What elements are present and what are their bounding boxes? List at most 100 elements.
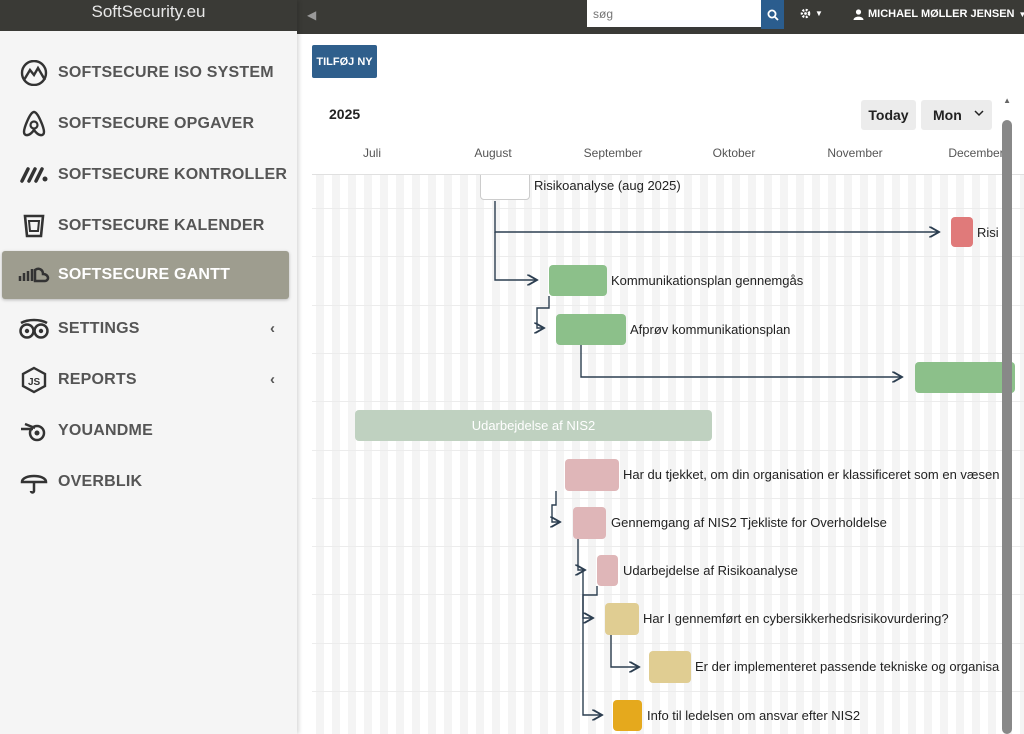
gantt-header: 2025 Today Mon Juli August September Okt… bbox=[312, 92, 1024, 175]
sidebar-item-label: SOFTSECURE OPGAVER bbox=[58, 115, 255, 132]
task-label: Kommunikationsplan gennemgås bbox=[611, 273, 804, 288]
grid-column bbox=[540, 175, 548, 734]
task-label: Info til ledelsen om ansvar efter NIS2 bbox=[647, 708, 861, 723]
task-label: Gennemgang af NIS2 Tjekliste for Overhol… bbox=[611, 515, 887, 530]
airbnb-icon bbox=[18, 110, 50, 138]
task-label: Risi bbox=[977, 225, 999, 240]
grid-row bbox=[312, 401, 1024, 402]
grid-column bbox=[684, 175, 692, 734]
grid-row bbox=[312, 594, 1024, 595]
sidebar-item-opgaver[interactable]: SOFTSECURE OPGAVER bbox=[2, 100, 289, 148]
sidebar-item-overblik[interactable]: OVERBLIK bbox=[2, 458, 289, 506]
grid-row bbox=[312, 208, 1024, 209]
dependency-arrows bbox=[494, 201, 1024, 734]
month-label: December bbox=[948, 146, 1004, 160]
month-label: August bbox=[474, 146, 512, 160]
grid-column bbox=[796, 175, 804, 734]
caret-down-icon: ▼ bbox=[1018, 9, 1024, 19]
add-new-button[interactable]: TILFØJ NY bbox=[312, 45, 377, 78]
today-button[interactable]: Today bbox=[861, 100, 916, 130]
vertical-scrollbar[interactable] bbox=[1002, 120, 1012, 734]
project-bar[interactable]: Udarbejdelse af NIS2 bbox=[355, 410, 712, 441]
grid-column bbox=[780, 175, 788, 734]
grid-column bbox=[1020, 175, 1024, 734]
top-bar: ◀ ▼ MICHAEL MØLLER JENSEN ▼ bbox=[297, 0, 1024, 34]
task-label: Risikoanalyse (aug 2025) bbox=[534, 178, 681, 193]
sidebar-item-settings[interactable]: SETTINGS ‹ bbox=[2, 305, 289, 353]
sidebar-item-reports[interactable]: JS REPORTS ‹ bbox=[2, 356, 289, 404]
sidebar-item-iso-system[interactable]: SOFTSECURE ISO SYSTEM bbox=[2, 49, 289, 97]
scroll-up-arrow[interactable]: ▲ bbox=[1003, 96, 1011, 105]
collapse-sidebar-icon[interactable]: ◀ bbox=[307, 8, 317, 22]
grid-row bbox=[312, 256, 1024, 257]
year-label: 2025 bbox=[329, 106, 361, 122]
month-label: November bbox=[827, 146, 883, 160]
sidebar-item-label: SOFTSECURE KONTROLLER bbox=[58, 166, 288, 183]
sidebar-item-kalender[interactable]: SOFTSECURE KALENDER bbox=[2, 202, 289, 250]
grid-column bbox=[380, 175, 388, 734]
month-label: Juli bbox=[362, 146, 382, 160]
grid-column bbox=[716, 175, 724, 734]
grid-column bbox=[396, 175, 404, 734]
sidebar-item-kontroller[interactable]: SOFTSECURE KONTROLLER bbox=[2, 151, 289, 199]
caret-down-icon: ▼ bbox=[815, 9, 823, 18]
grid-column bbox=[844, 175, 852, 734]
grid-column bbox=[700, 175, 708, 734]
task-bar[interactable] bbox=[549, 265, 607, 296]
grid-column bbox=[460, 175, 468, 734]
grid-column bbox=[732, 175, 740, 734]
sidebar-item-label: OVERBLIK bbox=[58, 473, 143, 490]
settings-dropdown[interactable]: ▼ bbox=[799, 7, 823, 20]
search-input[interactable] bbox=[587, 0, 761, 27]
task-bar[interactable] bbox=[573, 507, 606, 539]
user-menu[interactable]: MICHAEL MØLLER JENSEN ▼ bbox=[853, 8, 1024, 20]
nodejs-icon: JS bbox=[18, 366, 50, 394]
grid-column bbox=[428, 175, 436, 734]
task-bar[interactable] bbox=[649, 651, 691, 683]
view-mode-value: Mon bbox=[933, 107, 962, 123]
task-bar[interactable] bbox=[597, 555, 618, 586]
grid-column bbox=[972, 175, 980, 734]
blender-icon bbox=[18, 417, 50, 445]
umbrella-icon bbox=[18, 468, 50, 496]
brand-title[interactable]: SoftSecurity.eu bbox=[0, 0, 297, 31]
grid-column bbox=[876, 175, 884, 734]
grid-column bbox=[316, 175, 324, 734]
grid-column bbox=[636, 175, 644, 734]
search-button[interactable] bbox=[761, 0, 784, 29]
user-name: MICHAEL MØLLER JENSEN bbox=[868, 8, 1015, 20]
sidebar: SoftSecurity.eu SOFTSECURE ISO SYSTEM SO… bbox=[0, 0, 297, 734]
sidebar-item-label: SOFTSECURE KALENDER bbox=[58, 217, 265, 234]
grid-column bbox=[604, 175, 612, 734]
grid-row bbox=[312, 450, 1024, 451]
task-bar[interactable] bbox=[613, 700, 642, 731]
task-bar[interactable] bbox=[605, 603, 639, 635]
task-label: Har I gennemført en cybersikkerhedsrisik… bbox=[643, 611, 949, 626]
grid-row bbox=[312, 691, 1024, 692]
sidebar-item-youandme[interactable]: YOUANDME bbox=[2, 407, 289, 455]
grid-column bbox=[364, 175, 372, 734]
month-label: September bbox=[583, 146, 643, 160]
grid-column bbox=[924, 175, 932, 734]
grid-row bbox=[312, 305, 1024, 306]
grid-column bbox=[476, 175, 484, 734]
chevron-left-icon: ‹ bbox=[270, 320, 275, 337]
links-icon bbox=[18, 161, 50, 189]
task-label: Afprøv kommunikationsplan bbox=[630, 322, 791, 337]
grid-column bbox=[348, 175, 356, 734]
grid-column bbox=[956, 175, 964, 734]
grid-column bbox=[620, 175, 628, 734]
task-bar[interactable] bbox=[556, 314, 626, 345]
task-bar[interactable] bbox=[915, 362, 1015, 393]
grid-column bbox=[988, 175, 996, 734]
grid-column bbox=[588, 175, 596, 734]
grid-row bbox=[312, 498, 1024, 499]
grid-column bbox=[764, 175, 772, 734]
view-mode-select[interactable]: Mon bbox=[921, 100, 992, 130]
task-bar[interactable] bbox=[565, 459, 619, 491]
task-bar[interactable] bbox=[951, 217, 973, 247]
grid-column bbox=[940, 175, 948, 734]
sidebar-item-label: YOUANDME bbox=[58, 422, 153, 439]
sidebar-item-gantt[interactable]: SOFTSECURE GANTT bbox=[2, 251, 289, 299]
